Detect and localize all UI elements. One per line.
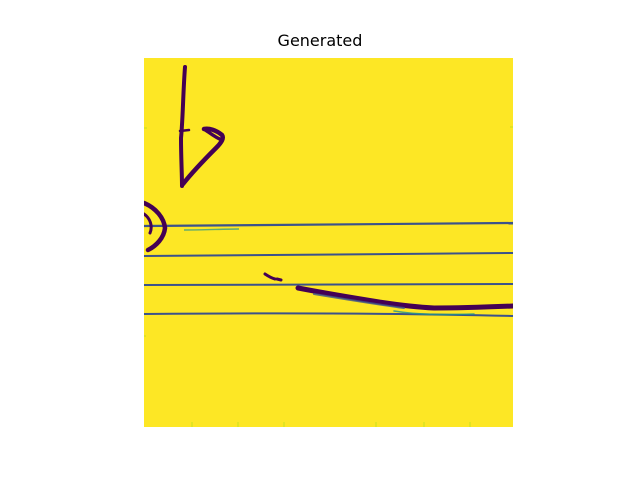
left-edge-curve xyxy=(144,200,168,253)
flat-symbol xyxy=(178,65,225,188)
diagonal-stroke xyxy=(295,285,513,316)
diagonal-stroke-tail xyxy=(393,310,475,316)
ink-dot xyxy=(263,272,283,282)
image-background xyxy=(144,58,513,427)
flat-bowl-tip xyxy=(202,127,224,142)
diagonal-stroke-main xyxy=(295,285,513,311)
staff-line-1-shadow xyxy=(183,228,240,231)
edge-speckles xyxy=(144,126,513,427)
flat-stem-tick xyxy=(178,128,191,133)
left-edge-glyph xyxy=(144,200,168,253)
staff-line-2 xyxy=(144,252,513,257)
figure-title: Generated xyxy=(277,31,363,50)
staff-line-1 xyxy=(144,221,513,228)
diagonal-stroke-fringe xyxy=(313,293,405,309)
flat-stem xyxy=(179,65,187,188)
staff-line-3 xyxy=(144,283,513,286)
generated-image xyxy=(144,58,513,427)
left-edge-inner xyxy=(144,212,153,235)
